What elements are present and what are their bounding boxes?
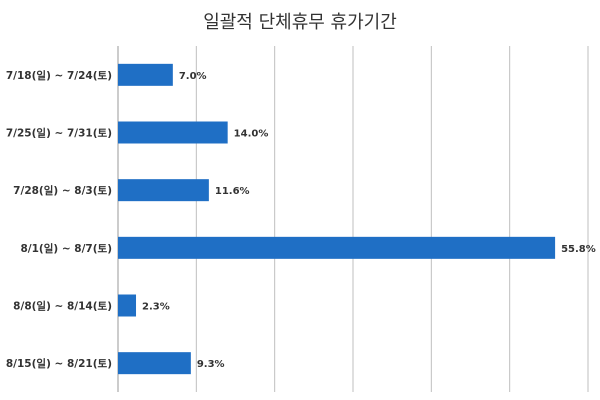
data-label: 7.0%	[179, 71, 207, 82]
bar	[118, 63, 173, 86]
category-label: 8/8(일) ~ 8/14(토)	[13, 300, 112, 313]
category-label: 8/1(일) ~ 8/7(토)	[20, 242, 112, 255]
bar	[118, 352, 191, 375]
chart-title: 일괄적 단체휴무 휴가기간	[203, 12, 397, 33]
bar	[118, 179, 209, 202]
bar	[118, 294, 137, 317]
data-label: 14.0%	[234, 129, 269, 140]
data-label: 2.3%	[142, 302, 170, 313]
category-label: 8/15(일) ~ 8/21(토)	[6, 357, 112, 370]
category-label: 7/18(일) ~ 7/24(토)	[6, 69, 112, 82]
bar	[118, 121, 228, 144]
data-label: 55.8%	[561, 244, 596, 255]
data-label: 11.6%	[215, 186, 250, 197]
data-label: 9.3%	[197, 359, 225, 370]
category-label: 7/25(일) ~ 7/31(토)	[6, 127, 112, 140]
bar	[118, 236, 556, 259]
category-label: 7/28(일) ~ 8/3(토)	[13, 184, 112, 197]
